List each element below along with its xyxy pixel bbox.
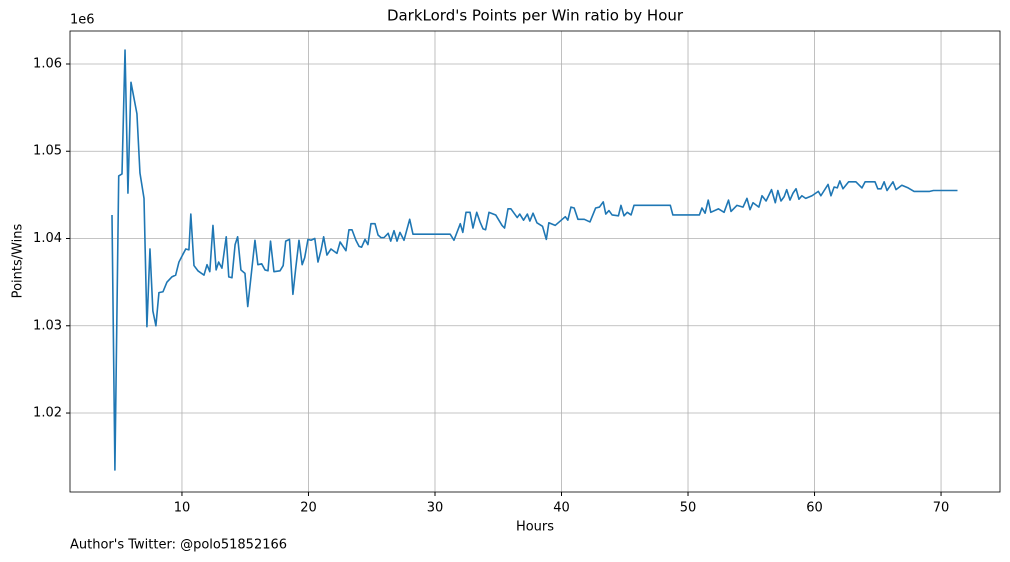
data-line bbox=[111, 49, 958, 471]
x-tick-label: 30 bbox=[427, 501, 444, 516]
x-tick-label: 50 bbox=[680, 501, 697, 516]
x-tick-label: 40 bbox=[553, 501, 570, 516]
y-tick-label: 1.04 bbox=[33, 231, 62, 246]
y-tick-label: 1.06 bbox=[33, 56, 62, 71]
x-axis-label: Hours bbox=[516, 520, 554, 535]
y-tick-label: 1.02 bbox=[33, 406, 62, 421]
x-tick-label: 10 bbox=[174, 501, 191, 516]
y-axis-label: Points/Wins bbox=[11, 223, 26, 298]
y-tick-label: 1.05 bbox=[33, 144, 62, 159]
footnote: Author's Twitter: @polo51852166 bbox=[70, 538, 287, 553]
x-tick-label: 70 bbox=[933, 501, 950, 516]
x-tick-label: 60 bbox=[806, 501, 823, 516]
x-tick-label: 20 bbox=[300, 501, 317, 516]
y-offset-label: 1e6 bbox=[70, 13, 95, 28]
y-tick-label: 1.03 bbox=[33, 318, 62, 333]
chart-title: DarkLord's Points per Win ratio by Hour bbox=[387, 7, 684, 25]
plot-frame bbox=[69, 30, 1001, 493]
